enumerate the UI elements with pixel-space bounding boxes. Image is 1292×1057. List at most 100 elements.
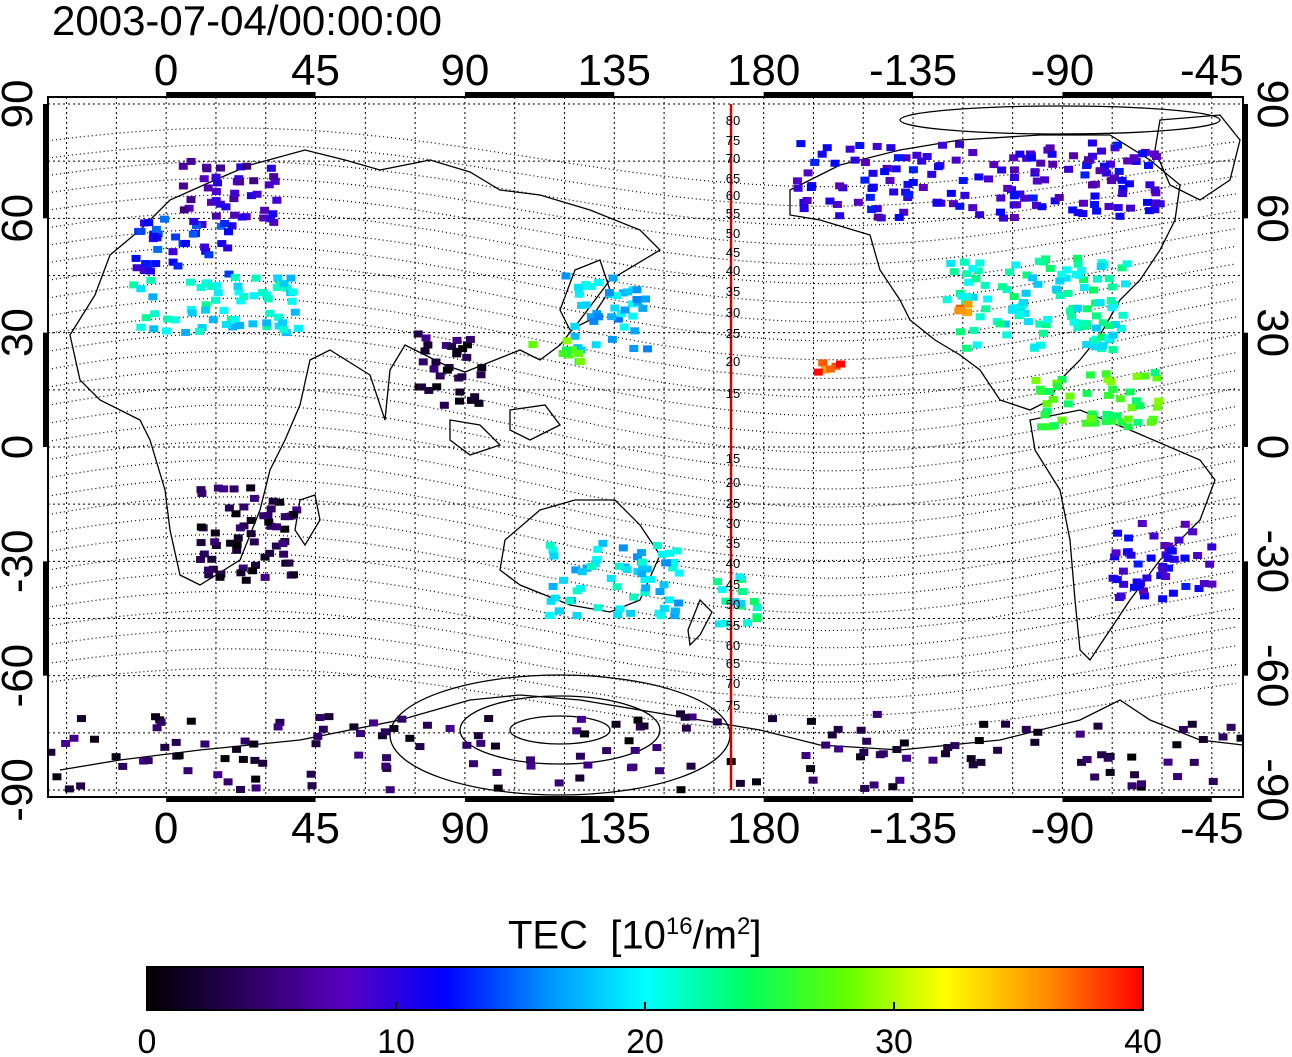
lat-tick-label-left: -90 (0, 758, 42, 822)
tec-cell (288, 511, 298, 519)
tec-cell (632, 286, 642, 294)
tec-cell (862, 737, 872, 745)
tec-cell (170, 316, 180, 324)
tec-cell (282, 284, 292, 292)
contour-label: 15 (726, 386, 740, 401)
tec-cell (493, 784, 503, 792)
lat-tick-label-right: -90 (1248, 758, 1292, 822)
tec-cell (232, 546, 242, 554)
tec-cell (215, 573, 225, 581)
tec-cell (196, 283, 206, 291)
tec-cell (571, 566, 581, 574)
tec-cell (558, 576, 568, 584)
tec-cell (803, 169, 813, 177)
tec-cell (1020, 309, 1030, 317)
tec-cell (880, 168, 890, 176)
tec-cell (230, 273, 240, 281)
tec-cell (561, 272, 571, 280)
tec-cell (248, 320, 258, 328)
lat-tick-label-left: -30 (0, 530, 42, 594)
tec-cell (938, 141, 948, 149)
tec-cell (1019, 298, 1029, 306)
tec-cell (813, 368, 823, 376)
contour-labels: 80 75 70 65 60 55 50 45 40 35 30 25 20 15 15 20 25 30 35 40… (726, 113, 740, 713)
tec-cell (1163, 758, 1173, 766)
tec-cell (1140, 372, 1150, 380)
tec-cell (825, 197, 835, 205)
contour-line (48, 648, 1237, 717)
tec-cell (607, 313, 617, 321)
tec-cell (1098, 319, 1108, 327)
tec-cell (204, 251, 214, 259)
tec-cell (389, 725, 399, 733)
tec-cell (860, 176, 870, 184)
tec-cell (153, 230, 163, 238)
tec-cell (616, 310, 626, 318)
tec-cell (136, 227, 146, 235)
tec-cell (572, 587, 582, 595)
tec-cell (1036, 159, 1046, 167)
tec-cell (1002, 331, 1012, 339)
tec-cell (1115, 395, 1125, 403)
tec-cell (202, 279, 212, 287)
tec-cell (1001, 720, 1011, 728)
tec-cell (111, 753, 121, 761)
lon-tick-label-top: 0 (154, 46, 178, 95)
tec-cell (933, 163, 943, 171)
tec-cell (968, 204, 978, 212)
tec-cell (1207, 580, 1217, 588)
tec-cell (183, 767, 193, 775)
tec-cell (265, 309, 275, 317)
tec-cell (185, 278, 195, 286)
tec-cell (1022, 154, 1032, 162)
tec-cell (251, 561, 261, 569)
tec-cell (1111, 549, 1121, 557)
tec-cell (210, 529, 220, 537)
tec-cell (796, 140, 806, 148)
tec-cell (219, 307, 229, 315)
tec-cell (623, 288, 633, 296)
tec-cell (1158, 566, 1168, 574)
tec-cell (955, 328, 965, 336)
tec-cell (894, 213, 904, 221)
tec-cell (492, 768, 502, 776)
tec-cell (1150, 369, 1160, 377)
tec-cell (315, 714, 325, 722)
tec-cell (806, 765, 816, 773)
tec-cell (720, 619, 730, 627)
contour-line (48, 297, 1237, 379)
tec-cell (1158, 595, 1168, 603)
tec-cell (1194, 585, 1204, 593)
tec-cell (586, 313, 596, 321)
contour-line (48, 262, 1237, 342)
tec-cell (1108, 385, 1118, 393)
tec-cell (853, 198, 863, 206)
tec-cell (1189, 758, 1199, 766)
tec-cell (211, 212, 221, 220)
tec-cell (171, 738, 181, 746)
tec-cell (1112, 412, 1122, 420)
tec-cell (263, 295, 273, 303)
contour-label: 30 (726, 516, 740, 531)
tec-cell (962, 309, 972, 317)
contour-line (48, 350, 1237, 435)
tec-cell (712, 718, 722, 726)
contour-label: 40 (726, 263, 740, 278)
tec-cell (1118, 311, 1128, 319)
tec-cell (223, 244, 233, 252)
tec-cell (546, 597, 556, 605)
tec-cell (1085, 371, 1095, 379)
tec-cell (581, 301, 591, 309)
tec-cell (712, 578, 722, 586)
tec-cell (872, 205, 882, 213)
tec-cell (575, 357, 585, 365)
left-axis-labels: 90 60 30 0 -30 -60 -90 (0, 80, 42, 822)
lon-tick-label-top: -45 (1180, 46, 1244, 95)
contour-label: 60 (726, 188, 740, 203)
tec-cell (1077, 758, 1087, 766)
tec-cell (168, 248, 178, 256)
tec-cell (423, 341, 433, 349)
tec-cell (476, 739, 486, 747)
tec-cell (149, 325, 159, 333)
tec-cell (562, 337, 572, 345)
